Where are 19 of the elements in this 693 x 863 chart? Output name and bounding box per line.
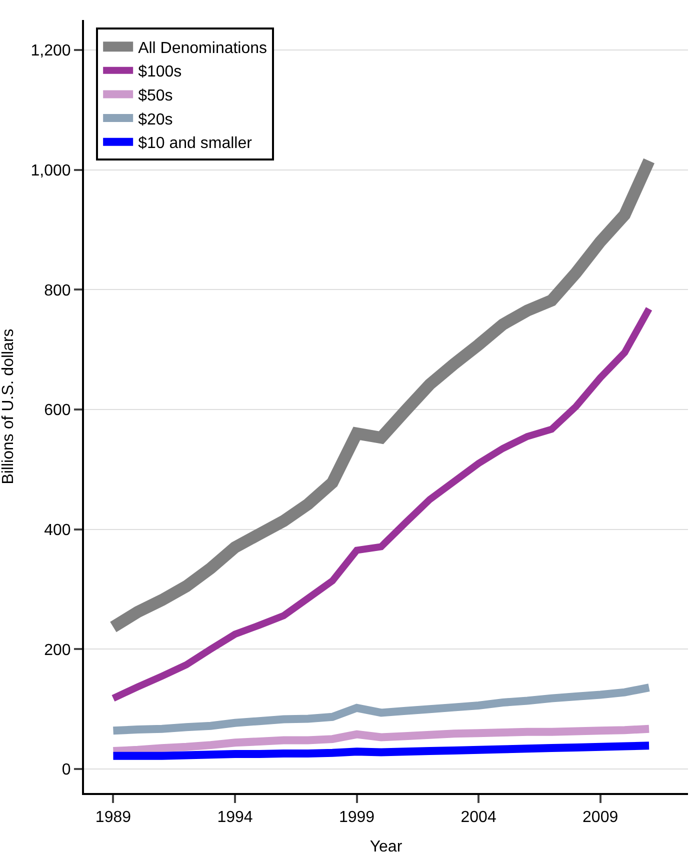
legend-label: $100s bbox=[138, 64, 182, 81]
y-tick-label: 1,200 bbox=[30, 42, 71, 60]
y-tick-label: 600 bbox=[44, 402, 71, 420]
y-tick-label: 400 bbox=[44, 522, 71, 539]
y-tick-label: 800 bbox=[44, 282, 71, 300]
y-axis-title: Billions of U.S. dollars bbox=[0, 328, 17, 484]
legend-label: $10 and smaller bbox=[138, 135, 253, 152]
legend-label: $50s bbox=[138, 87, 173, 104]
legend-label: $20s bbox=[138, 111, 173, 128]
x-tick-label: 1989 bbox=[95, 809, 132, 826]
x-tick-label: 1994 bbox=[217, 809, 253, 826]
y-tick-label: 0 bbox=[62, 762, 71, 779]
y-tick-label: 1,000 bbox=[30, 162, 71, 180]
x-axis-title: Year bbox=[370, 838, 403, 856]
y-tick-label: 200 bbox=[44, 642, 71, 659]
legend-label: All Denominations bbox=[138, 40, 268, 57]
x-tick-label: 2004 bbox=[460, 809, 496, 826]
x-tick-label: 1999 bbox=[338, 809, 375, 826]
x-tick-label: 2009 bbox=[582, 809, 618, 826]
